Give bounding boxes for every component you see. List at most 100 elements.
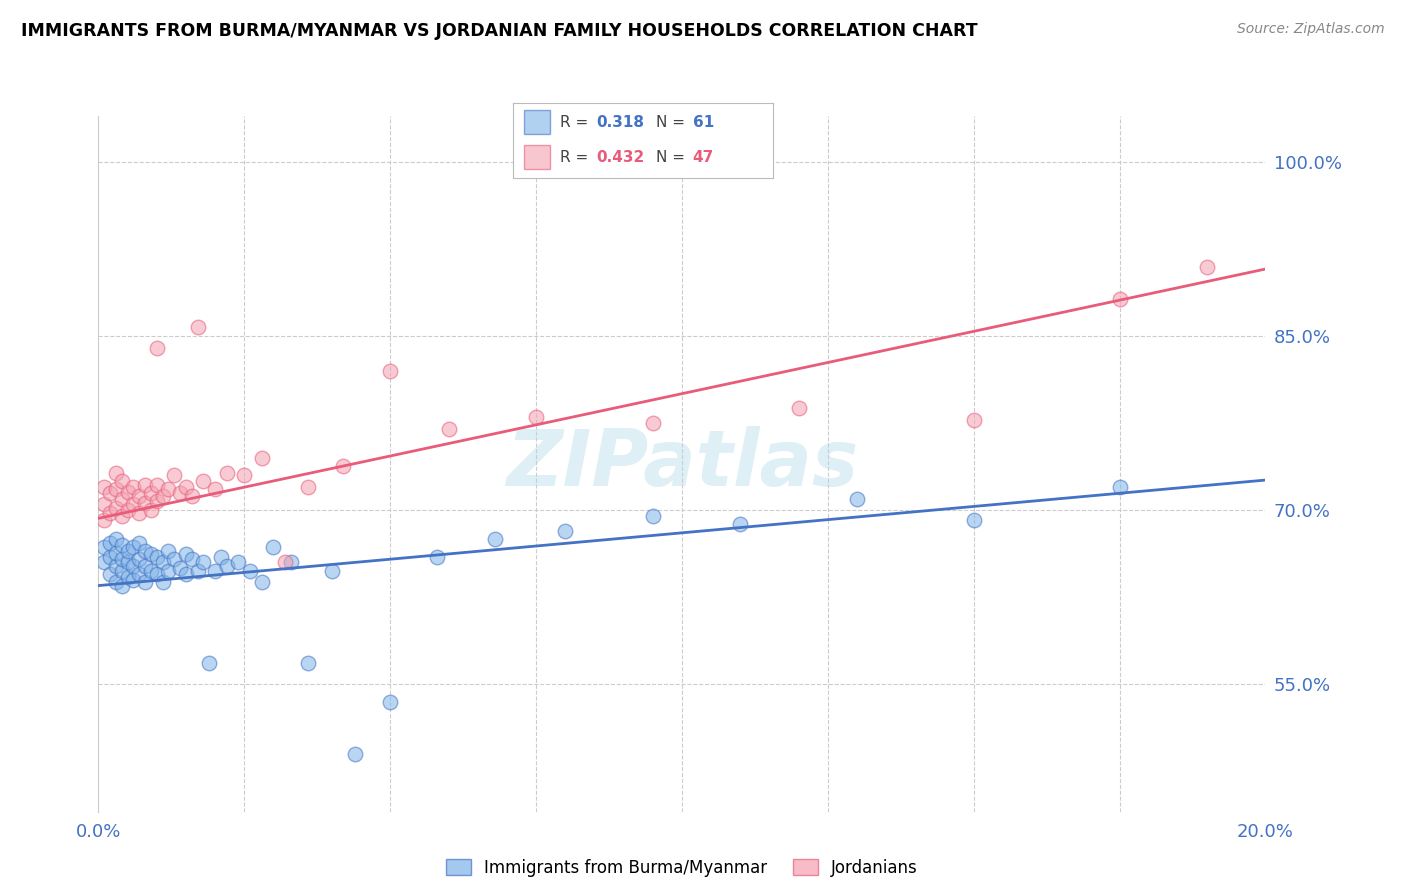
FancyBboxPatch shape: [523, 145, 550, 169]
Point: [209, 549, 232, 564]
Point: [426, 549, 449, 564]
Point: [93, 512, 115, 526]
Point: [378, 364, 402, 378]
Point: [484, 532, 506, 546]
Point: [122, 541, 145, 555]
Legend: Immigrants from Burma/Myanmar, Jordanians: Immigrants from Burma/Myanmar, Jordanian…: [440, 852, 924, 883]
Point: [152, 575, 174, 590]
Point: [1108, 292, 1130, 306]
Point: [93, 498, 115, 512]
Point: [962, 512, 984, 526]
Point: [134, 575, 156, 590]
Point: [117, 570, 139, 584]
Text: N =: N =: [657, 150, 690, 165]
Point: [111, 538, 134, 552]
Point: [146, 549, 169, 564]
Point: [239, 564, 262, 578]
Point: [128, 535, 150, 549]
Point: [344, 747, 367, 761]
Point: [104, 483, 127, 497]
Point: [111, 475, 134, 489]
Text: R =: R =: [560, 150, 593, 165]
Point: [111, 491, 134, 506]
Point: [93, 541, 115, 555]
Point: [174, 567, 197, 582]
Point: [104, 532, 127, 546]
Text: R =: R =: [560, 115, 593, 130]
Point: [228, 555, 250, 569]
Point: [174, 480, 197, 494]
Point: [437, 422, 460, 436]
Point: [117, 503, 139, 517]
Point: [98, 485, 121, 500]
Point: [332, 459, 354, 474]
Point: [198, 657, 221, 671]
Point: [111, 578, 134, 592]
Point: [134, 558, 156, 573]
Point: [187, 564, 209, 578]
Point: [104, 546, 127, 560]
Point: [93, 480, 115, 494]
Point: [157, 483, 180, 497]
Point: [280, 555, 302, 569]
Point: [117, 543, 139, 558]
Point: [157, 543, 180, 558]
Point: [845, 491, 868, 506]
Point: [174, 547, 197, 561]
Point: [104, 558, 127, 573]
Point: [297, 657, 319, 671]
Point: [250, 451, 273, 466]
Point: [111, 508, 134, 523]
Point: [152, 555, 174, 569]
Point: [378, 694, 402, 708]
Point: [128, 506, 150, 520]
Point: [163, 468, 186, 483]
Point: [180, 489, 202, 503]
Point: [233, 468, 256, 483]
Point: [1108, 480, 1130, 494]
Point: [122, 573, 145, 587]
Point: [139, 485, 162, 500]
FancyBboxPatch shape: [523, 111, 550, 135]
Point: [554, 524, 576, 538]
Point: [641, 508, 664, 523]
Point: [111, 564, 134, 578]
Point: [193, 555, 215, 569]
Point: [146, 494, 169, 508]
Point: [193, 475, 215, 489]
Point: [728, 517, 751, 532]
Point: [98, 506, 121, 520]
Point: [169, 561, 191, 575]
Text: 0.318: 0.318: [596, 115, 644, 130]
Point: [134, 496, 156, 510]
Point: [122, 480, 145, 494]
Point: [139, 503, 162, 517]
Point: [1195, 260, 1218, 274]
Point: [321, 564, 343, 578]
Point: [152, 489, 174, 503]
Point: [139, 547, 162, 561]
Point: [98, 535, 121, 549]
Point: [98, 567, 121, 582]
Point: [215, 558, 238, 573]
Point: [98, 549, 121, 564]
Point: [157, 564, 180, 578]
Point: [134, 477, 156, 491]
Point: [204, 483, 226, 497]
Point: [146, 567, 169, 582]
Point: [297, 480, 319, 494]
Point: [641, 416, 664, 431]
Point: [262, 541, 284, 555]
Point: [524, 410, 547, 425]
Point: [122, 498, 145, 512]
Point: [128, 567, 150, 582]
Text: ZIPatlas: ZIPatlas: [506, 425, 858, 502]
Point: [122, 558, 145, 573]
Point: [104, 500, 127, 515]
Point: [180, 552, 202, 566]
Point: [787, 401, 810, 416]
Point: [128, 552, 150, 566]
Point: [128, 489, 150, 503]
Point: [204, 564, 226, 578]
Point: [117, 555, 139, 569]
